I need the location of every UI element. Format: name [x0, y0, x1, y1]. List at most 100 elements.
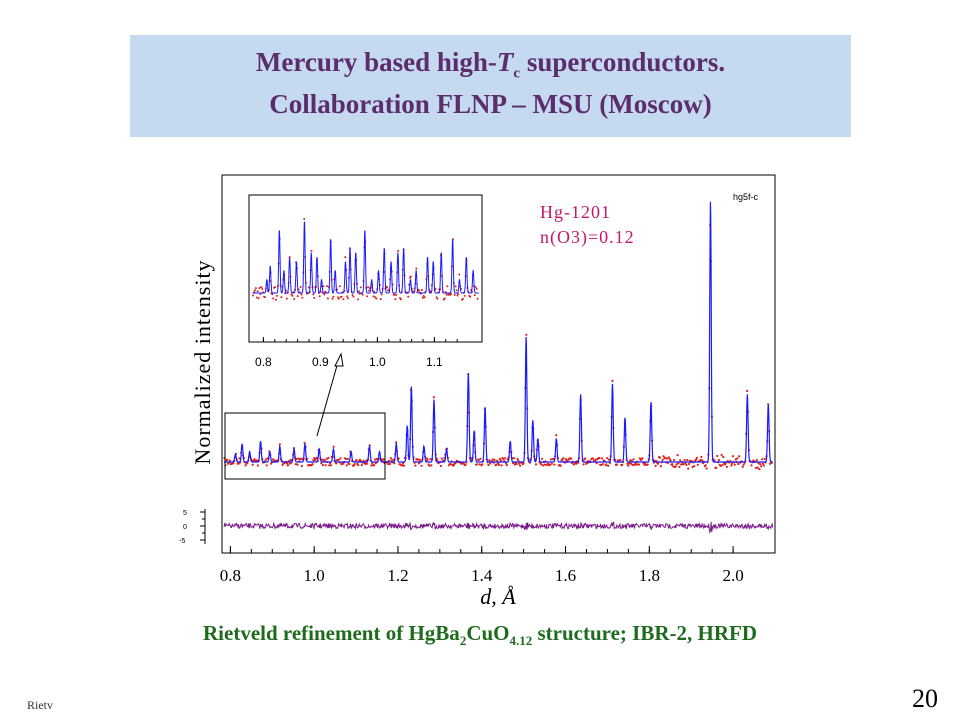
observed-point [553, 463, 556, 466]
observed-point [607, 464, 610, 467]
observed-point [687, 462, 691, 466]
x-tick-label: 1.4 [471, 566, 493, 585]
inset-tick-marks [262, 337, 458, 342]
observed-point [635, 463, 638, 466]
inset-observed-point [423, 296, 426, 299]
observed-point [555, 434, 558, 437]
observed-point [375, 458, 378, 461]
observed-point [295, 457, 298, 460]
inset-observed-point [457, 292, 460, 295]
observed-point [721, 463, 724, 466]
observed-point [719, 464, 722, 468]
inset-observed-point [473, 294, 476, 297]
inset-observed-point [260, 286, 263, 289]
observed-point [440, 457, 443, 460]
observed-point [390, 459, 393, 462]
observed-point [657, 462, 660, 465]
inset-observed-point [372, 295, 375, 298]
observed-point [294, 463, 297, 466]
observed-point [388, 462, 391, 466]
observed-point [487, 463, 490, 467]
inset-observed-point [475, 287, 478, 290]
observed-point [362, 459, 365, 462]
inset-observed-point [296, 295, 299, 298]
inset-observed-point [415, 267, 418, 270]
observed-point [724, 463, 727, 466]
observed-point [348, 463, 351, 466]
observed-point [320, 462, 323, 465]
observed-point [488, 459, 491, 462]
observed-point [226, 458, 229, 461]
observed-point [559, 464, 562, 467]
observed-point [498, 457, 501, 460]
inset-observed-point [272, 297, 275, 300]
observed-point [374, 462, 377, 465]
observed-point [442, 459, 445, 462]
x-axis-label: d, Å [480, 584, 516, 609]
x-tick-label: 2.0 [722, 566, 743, 585]
observed-point [661, 458, 664, 462]
observed-point [504, 462, 508, 465]
inset-observed-point [323, 293, 326, 296]
observed-point [493, 458, 496, 461]
observed-point [401, 464, 404, 467]
observed-point [562, 457, 565, 460]
inset-observed-point [274, 286, 276, 289]
x-tick-marks [229, 546, 734, 553]
calculated-line [224, 201, 773, 463]
inset-observed-point [469, 295, 472, 298]
observed-point [679, 459, 682, 462]
zoom-region-box [224, 412, 386, 480]
observed-point [669, 459, 672, 462]
observed-point [289, 458, 292, 462]
observed-point [600, 457, 604, 460]
observed-point [717, 458, 721, 462]
observed-point [741, 465, 744, 468]
inset-observed-point [337, 297, 340, 300]
inset-observed-point [379, 298, 382, 301]
observed-point [332, 445, 335, 448]
inset-observed-point [301, 296, 304, 299]
inset-observed-point [271, 293, 274, 296]
observed-point [426, 458, 429, 461]
observed-point [686, 458, 689, 462]
observed-point [715, 466, 718, 469]
observed-point [594, 458, 597, 461]
inset-observed-point [357, 290, 360, 293]
observed-point [607, 458, 611, 461]
observed-point [513, 463, 516, 466]
observed-point [313, 457, 316, 460]
x-tick-label: 1.0 [304, 566, 325, 585]
observed-point [768, 462, 772, 465]
inset-tick-label: 1.1 [426, 355, 443, 369]
observed-point [502, 458, 505, 461]
observed-point [541, 464, 545, 467]
observed-point [658, 456, 662, 459]
inset-observed-point [258, 287, 261, 289]
x-tick-labels: 0.8 1.0 1.2 1.4 1.6 1.8 2.0 [220, 566, 744, 585]
footer-label: Rietv [27, 698, 53, 712]
inset-observed-point [445, 293, 448, 296]
observed-point [300, 457, 303, 460]
observed-point [382, 458, 385, 461]
observed-point [676, 454, 679, 457]
inset-observed-point [254, 289, 256, 292]
inset-observed-point [476, 297, 479, 300]
observed-point [449, 463, 452, 466]
observed-point [489, 462, 492, 465]
observed-point [722, 455, 725, 459]
observed-point [763, 457, 766, 460]
observed-point [478, 463, 481, 466]
observed-point [659, 465, 663, 468]
observed-point [337, 458, 340, 461]
observed-point [759, 463, 762, 466]
inset-observed-point [420, 289, 423, 291]
inset-observed-point [344, 256, 347, 259]
observed-point [693, 465, 696, 468]
observed-point [761, 458, 764, 461]
observed-point [549, 458, 553, 461]
observed-point [737, 462, 740, 466]
observed-point [271, 458, 274, 461]
observed-point [285, 462, 289, 465]
observed-point [228, 459, 231, 462]
